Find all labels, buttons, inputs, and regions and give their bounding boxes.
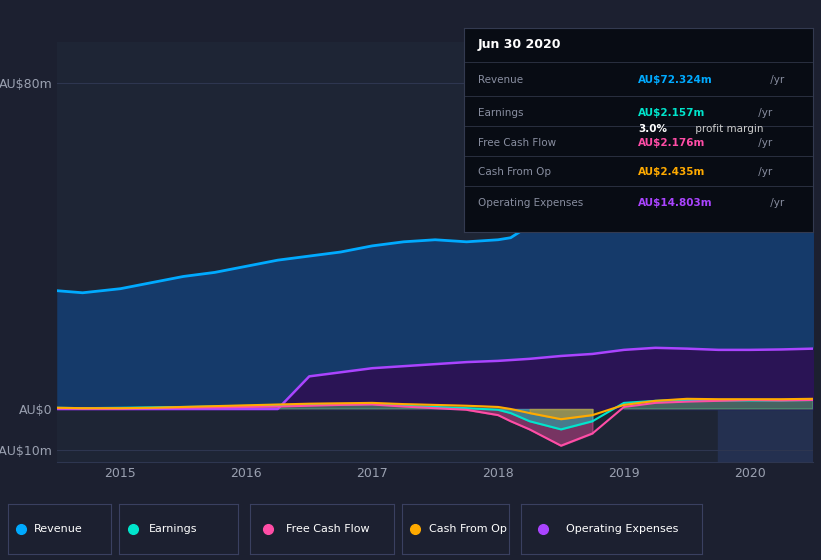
Text: AU$2.435m: AU$2.435m (639, 167, 706, 177)
Bar (718, 42, 819, 462)
Text: /yr: /yr (768, 198, 785, 208)
Text: Revenue: Revenue (478, 74, 523, 85)
Text: /yr: /yr (754, 138, 772, 148)
Text: Earnings: Earnings (478, 108, 523, 118)
Text: Earnings: Earnings (149, 524, 197, 534)
Text: Revenue: Revenue (34, 524, 83, 534)
Text: profit margin: profit margin (692, 124, 764, 134)
Text: 3.0%: 3.0% (639, 124, 667, 134)
Text: Cash From Op: Cash From Op (429, 524, 507, 534)
Text: /yr: /yr (768, 74, 785, 85)
Text: Operating Expenses: Operating Expenses (566, 524, 679, 534)
Text: /yr: /yr (754, 167, 772, 177)
Text: Jun 30 2020: Jun 30 2020 (478, 38, 562, 51)
Text: /yr: /yr (754, 108, 772, 118)
Text: Operating Expenses: Operating Expenses (478, 198, 583, 208)
Text: Cash From Op: Cash From Op (478, 167, 551, 177)
Text: AU$2.157m: AU$2.157m (639, 108, 706, 118)
Text: AU$72.324m: AU$72.324m (639, 74, 713, 85)
Text: Free Cash Flow: Free Cash Flow (478, 138, 556, 148)
Text: AU$2.176m: AU$2.176m (639, 138, 706, 148)
Text: AU$14.803m: AU$14.803m (639, 198, 713, 208)
Text: Free Cash Flow: Free Cash Flow (287, 524, 370, 534)
